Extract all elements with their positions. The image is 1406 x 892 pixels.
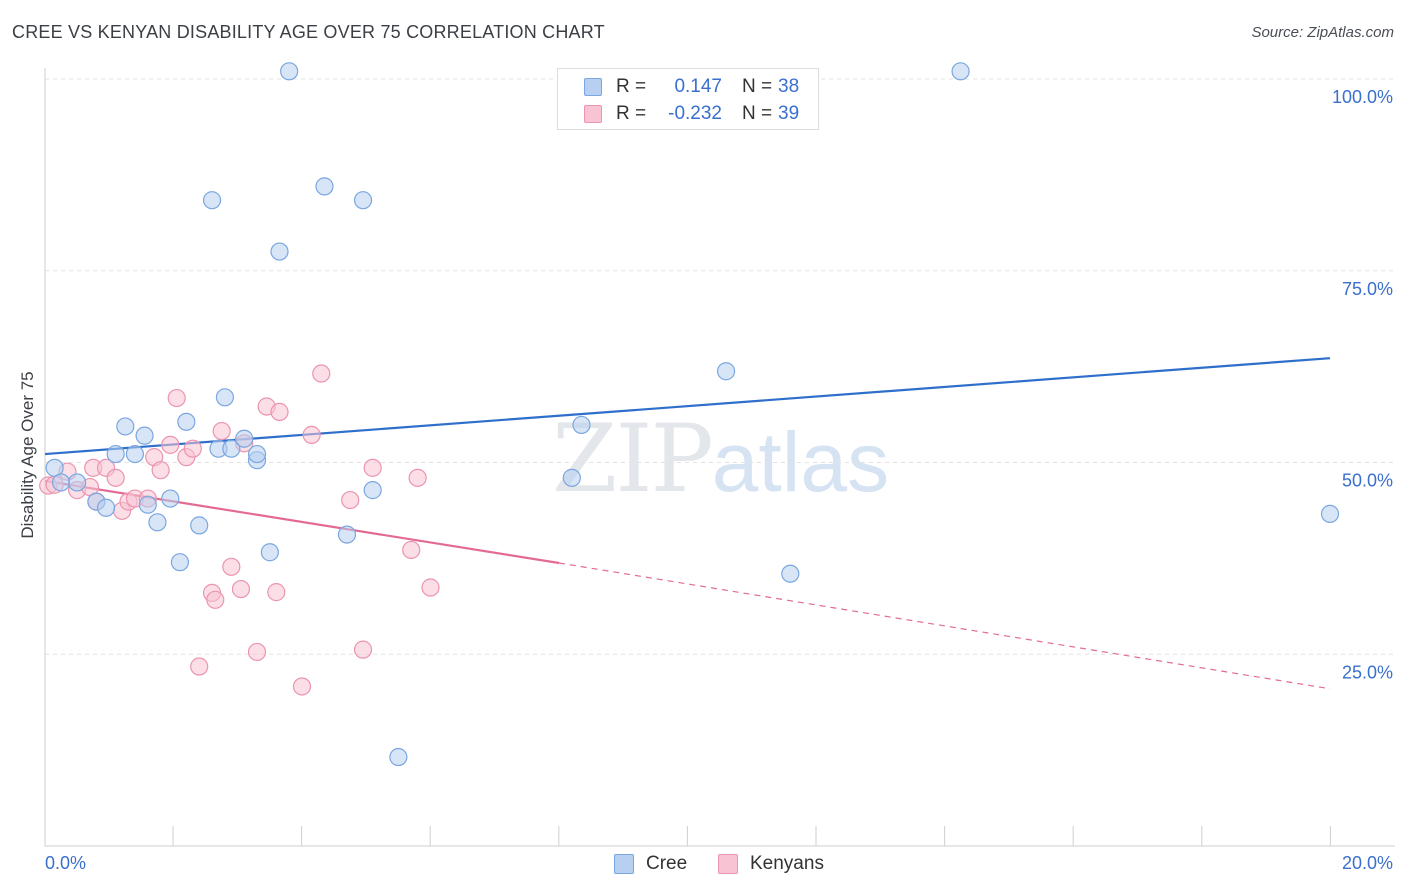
r-value: -0.232: [668, 103, 722, 124]
cree-point: [572, 415, 591, 435]
kenyans-point: [267, 583, 286, 602]
x-tick-label: 0.0%: [45, 853, 86, 873]
cree-point: [951, 62, 970, 81]
kenyans-point: [222, 557, 241, 576]
legend-row-cree: R = 0.147 N = 38: [584, 76, 799, 98]
legend-item-kenyans[interactable]: Kenyans: [718, 852, 824, 876]
legend-item-cree[interactable]: Cree: [614, 852, 687, 876]
cree-point: [1320, 504, 1340, 523]
y-tick-label: 75.0%: [1342, 279, 1393, 299]
kenyans-point: [231, 579, 251, 599]
cree-point: [716, 362, 736, 381]
kenyans-point: [212, 421, 231, 441]
kenyans-trend-line: [44, 479, 560, 565]
kenyans-point: [270, 402, 289, 421]
correlation-legend: R = 0.147 N = 38 R = -0.232 N = 39: [557, 68, 819, 130]
kenyans-point: [312, 364, 331, 383]
kenyans-point: [247, 642, 267, 662]
n-label: N =: [742, 103, 773, 124]
r-value: 0.147: [674, 76, 722, 97]
cree-point: [363, 481, 382, 500]
cree-point: [215, 388, 234, 407]
cree-point: [135, 426, 154, 445]
cree-point: [51, 473, 71, 492]
chart-title: CREE VS KENYAN DISABILITY AGE OVER 75 CO…: [12, 22, 605, 42]
cree-point: [116, 417, 135, 436]
cree-point: [260, 543, 279, 562]
kenyans-point: [341, 490, 360, 510]
cree-swatch: [614, 854, 634, 874]
cree-swatch: [584, 78, 602, 96]
n-value: 38: [778, 76, 800, 97]
kenyans-point: [190, 657, 209, 676]
kenyans-point: [206, 590, 225, 609]
cree-point: [280, 62, 299, 81]
cree-point: [177, 412, 196, 431]
kenyans-point: [302, 425, 321, 444]
kenyans-point: [421, 578, 440, 597]
y-tick-label: 100.0%: [1332, 87, 1393, 107]
kenyans-swatch: [584, 105, 602, 123]
cree-point: [247, 444, 267, 464]
cree-point: [270, 242, 289, 261]
cree-point: [562, 468, 581, 487]
cree-point: [353, 191, 373, 210]
kenyans-point: [353, 640, 373, 659]
r-label: R =: [616, 103, 647, 124]
cree-point: [190, 516, 209, 535]
cree-point: [337, 525, 357, 544]
cree-point: [202, 191, 222, 210]
y-tick-label: 25.0%: [1342, 662, 1393, 682]
cree-point: [68, 473, 87, 492]
kenyans-point: [183, 439, 202, 458]
kenyans-point: [408, 468, 427, 487]
kenyans-point: [402, 540, 421, 560]
kenyans-trend-extension: [558, 562, 1331, 690]
cree-point: [138, 495, 157, 514]
kenyans-point: [161, 435, 180, 454]
kenyans-point: [106, 468, 125, 487]
r-label: R =: [616, 76, 647, 97]
n-value: 39: [778, 103, 800, 124]
cree-point: [315, 177, 334, 196]
cree-point: [170, 553, 190, 572]
kenyans-point: [151, 461, 170, 480]
kenyans-point: [363, 458, 382, 477]
legend-row-kenyans: R = -0.232 N = 39: [584, 103, 799, 125]
cree-trend-line: [44, 357, 1331, 456]
y-axis-label: Disability Age Over 75: [18, 371, 37, 539]
legend-label-cree: Cree: [646, 853, 688, 874]
watermark: ZIPatlas: [552, 405, 889, 514]
cree-point: [96, 498, 116, 517]
source-label: Source: ZipAtlas.com: [1251, 24, 1394, 41]
cree-point: [125, 444, 145, 464]
cree-point: [389, 747, 408, 767]
cree-point: [106, 444, 125, 464]
cree-point: [235, 429, 254, 448]
kenyans-swatch: [718, 854, 738, 874]
kenyans-point: [292, 677, 312, 696]
cree-point: [222, 439, 241, 458]
y-tick-label: 50.0%: [1342, 471, 1393, 491]
legend-label-kenyans: Kenyans: [750, 853, 824, 874]
kenyans-point: [167, 388, 186, 408]
x-tick-label: 20.0%: [1342, 853, 1393, 873]
cree-point: [781, 564, 800, 583]
cree-point: [161, 489, 180, 508]
n-label: N =: [742, 76, 773, 97]
cree-point: [148, 513, 167, 532]
